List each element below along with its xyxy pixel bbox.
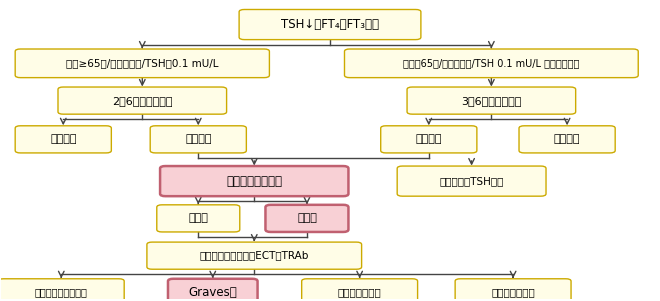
- FancyBboxPatch shape: [302, 279, 418, 301]
- FancyBboxPatch shape: [15, 126, 112, 153]
- Text: 外源性: 外源性: [188, 213, 208, 223]
- Text: 非甲状腺性TSH降低: 非甲状腺性TSH降低: [440, 176, 504, 186]
- FancyBboxPatch shape: [455, 279, 571, 301]
- FancyBboxPatch shape: [147, 242, 362, 269]
- FancyBboxPatch shape: [157, 205, 240, 232]
- Text: 甲状腺超声、甲状腺ECT、TRAb: 甲状腺超声、甲状腺ECT、TRAb: [199, 251, 309, 261]
- Text: TSH↓，FT₄、FT₃正常: TSH↓，FT₄、FT₃正常: [281, 18, 379, 31]
- Text: 毒性甲状腺结节: 毒性甲状腺结节: [338, 287, 381, 297]
- Text: 亚临床甲状腺毒症: 亚临床甲状腺毒症: [226, 175, 282, 188]
- FancyBboxPatch shape: [15, 49, 269, 78]
- FancyBboxPatch shape: [407, 87, 576, 114]
- Text: 摄入甲状腺激素过多: 摄入甲状腺激素过多: [35, 287, 88, 297]
- Text: 年龄≥65岁/有危险因素/TSH＜0.1 mU/L: 年龄≥65岁/有危险因素/TSH＜0.1 mU/L: [66, 58, 218, 68]
- FancyBboxPatch shape: [397, 166, 546, 196]
- Text: 持续降低: 持续降低: [416, 134, 442, 144]
- FancyBboxPatch shape: [265, 205, 348, 232]
- FancyBboxPatch shape: [345, 49, 638, 78]
- Text: 破坏性甲状腺炎: 破坏性甲状腺炎: [491, 287, 535, 297]
- FancyBboxPatch shape: [0, 279, 124, 301]
- FancyBboxPatch shape: [381, 126, 477, 153]
- Text: 内源性: 内源性: [297, 213, 317, 223]
- Text: 2～6周内重复检测: 2～6周内重复检测: [112, 96, 172, 106]
- FancyBboxPatch shape: [150, 126, 246, 153]
- FancyBboxPatch shape: [160, 166, 348, 196]
- FancyBboxPatch shape: [519, 126, 615, 153]
- Text: 年龄＜65岁/无危险因素/TSH 0.1 mU/L ～参考值下限: 年龄＜65岁/无危险因素/TSH 0.1 mU/L ～参考值下限: [403, 58, 579, 68]
- Text: 持续降低: 持续降低: [185, 134, 211, 144]
- FancyBboxPatch shape: [168, 279, 257, 301]
- Text: 恢复正常: 恢复正常: [50, 134, 77, 144]
- Text: Graves病: Graves病: [188, 286, 237, 299]
- FancyBboxPatch shape: [58, 87, 226, 114]
- Text: 恢复正常: 恢复正常: [554, 134, 580, 144]
- FancyBboxPatch shape: [239, 10, 421, 40]
- Text: 3～6月内重复检测: 3～6月内重复检测: [461, 96, 521, 106]
